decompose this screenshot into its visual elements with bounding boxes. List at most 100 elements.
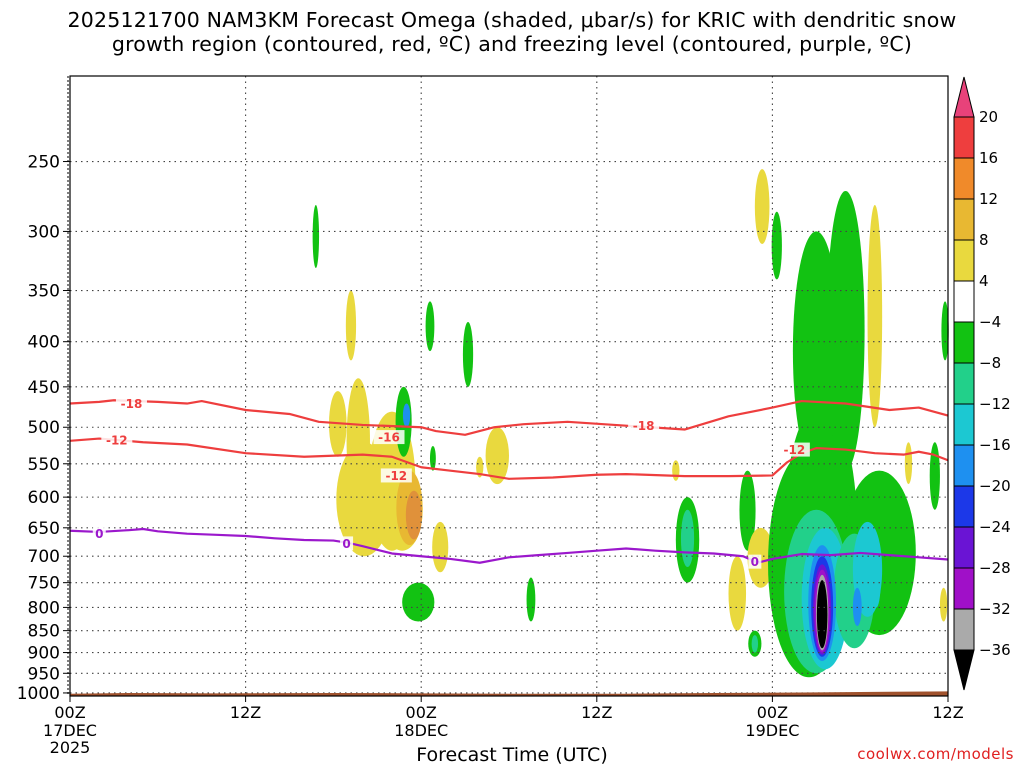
colorbar-label: 12 xyxy=(979,190,998,208)
y-tick-label: 550 xyxy=(28,455,60,475)
omega-shaded-region xyxy=(871,556,881,608)
y-tick-label: 300 xyxy=(28,222,60,242)
y-tick-label: 400 xyxy=(28,333,60,353)
omega-shaded-region xyxy=(728,556,747,631)
omega-shaded-region xyxy=(751,635,759,653)
chart-title-line-2: growth region (contoured, red, ºC) and f… xyxy=(111,32,913,56)
omega-shaded-region xyxy=(425,301,435,352)
y-tick-label: 650 xyxy=(28,519,60,539)
y-tick-label: 800 xyxy=(28,598,60,618)
x-tick-label: 12Z xyxy=(230,703,261,722)
contour-label-bg xyxy=(115,396,147,411)
omega-shaded-region xyxy=(867,204,883,428)
contour-label-bg xyxy=(101,433,133,448)
colorbar-swatch xyxy=(953,198,975,241)
chart-title-line-1: 2025121700 NAM3KM Forecast Omega (shaded… xyxy=(67,8,957,32)
contour-label-bg xyxy=(92,526,106,541)
colorbar-swatch xyxy=(953,526,975,569)
colorbar-swatch xyxy=(953,608,975,651)
omega-shaded-region xyxy=(754,169,770,244)
omega-shaded-region xyxy=(485,427,509,485)
colorbar-label: −8 xyxy=(979,354,1001,372)
omega-shaded-region xyxy=(939,587,948,622)
colorbar-swatch xyxy=(953,362,975,405)
colorbar-label: −32 xyxy=(979,600,1011,618)
y-tick-label: 900 xyxy=(28,644,60,664)
omega-shaded-region xyxy=(462,322,474,387)
contour-label: -12 xyxy=(106,434,128,448)
omega-shaded-region xyxy=(405,490,422,540)
plot-border xyxy=(69,75,949,697)
y-tick-label: 850 xyxy=(28,622,60,642)
omega-shaded-region xyxy=(345,290,357,361)
omega-shaded-region xyxy=(429,445,436,471)
colorbar-swatch xyxy=(953,239,975,282)
contour-label: -18 xyxy=(121,397,143,411)
contour-label-bg xyxy=(380,468,412,483)
colorbar-top-arrow xyxy=(953,76,975,118)
colorbar-swatch xyxy=(953,444,975,487)
x-tick-year: 2025 xyxy=(50,738,91,757)
y-tick-label: 950 xyxy=(28,664,60,684)
colorbar-label: −20 xyxy=(979,477,1011,495)
x-tick-label: 00Z xyxy=(54,703,85,722)
omega-shading-layer xyxy=(312,169,949,678)
contour-label-bg xyxy=(373,430,405,445)
terrain-layer xyxy=(70,691,948,696)
contour-line-minus18 xyxy=(69,399,949,436)
contour-label: -12 xyxy=(385,469,407,483)
y-tick-label: 450 xyxy=(28,378,60,398)
contour-line-0 xyxy=(69,527,949,564)
y-tick-label: 350 xyxy=(28,282,60,302)
contour-label: 0 xyxy=(751,555,759,569)
omega-shaded-region xyxy=(476,456,484,478)
colorbar-label: −12 xyxy=(979,395,1011,413)
x-tick-date: 18DEC xyxy=(394,721,448,740)
x-tick-label: 00Z xyxy=(406,703,437,722)
colorbar: 20 16 12 8 4 −4 −8 −12 −16 −20 −24 −28 −32 −36 xyxy=(953,76,1011,691)
y-tick-label: 250 xyxy=(28,153,60,173)
colorbar-swatch xyxy=(953,280,975,323)
omega-shaded-region xyxy=(904,442,913,485)
contour-label: -16 xyxy=(378,431,400,445)
y-tick-label: 600 xyxy=(28,488,60,508)
colorbar-label: −24 xyxy=(979,518,1011,536)
colorbar-label: −4 xyxy=(979,313,1001,331)
y-tick-label: 750 xyxy=(28,574,60,594)
y-tick-label: 1000 xyxy=(17,684,60,704)
omega-shaded-region xyxy=(771,211,782,280)
omega-shaded-region xyxy=(402,403,411,428)
contour-label: 0 xyxy=(342,537,350,551)
contour-label: -18 xyxy=(633,419,655,433)
colorbar-swatch xyxy=(953,403,975,446)
omega-shaded-region xyxy=(816,580,828,649)
plot-frame xyxy=(67,75,949,697)
x-axis-title: Forecast Time (UTC) xyxy=(416,744,608,766)
x-tick-label: 12Z xyxy=(932,703,963,722)
contour-label-bg xyxy=(778,442,810,457)
colorbar-swatch xyxy=(953,157,975,200)
colorbar-bottom-arrow xyxy=(953,649,975,691)
contour-label-bg xyxy=(748,554,762,569)
omega-shaded-region xyxy=(929,442,940,510)
omega-shaded-region xyxy=(826,191,865,471)
colorbar-label: −36 xyxy=(979,641,1011,659)
x-tick-date: 17DEC xyxy=(43,721,97,740)
omega-shaded-region xyxy=(432,521,449,573)
credit-link[interactable]: coolwx.com/models xyxy=(857,745,1014,763)
colorbar-label: −16 xyxy=(979,436,1011,454)
y-tick-label: 700 xyxy=(28,547,60,567)
contour-label: 0 xyxy=(95,527,103,541)
contour-label-bg xyxy=(340,536,354,551)
colorbar-label: −28 xyxy=(979,559,1011,577)
x-tick-date: 19DEC xyxy=(745,721,799,740)
y-axis: 2503003504004505005506006507007508008509… xyxy=(17,153,70,704)
colorbar-swatch xyxy=(953,567,975,610)
omega-shaded-region xyxy=(402,582,435,622)
colorbar-swatch xyxy=(953,116,975,159)
colorbar-swatch xyxy=(953,321,975,364)
colorbar-swatch xyxy=(953,485,975,528)
terrain-surface xyxy=(70,691,948,696)
